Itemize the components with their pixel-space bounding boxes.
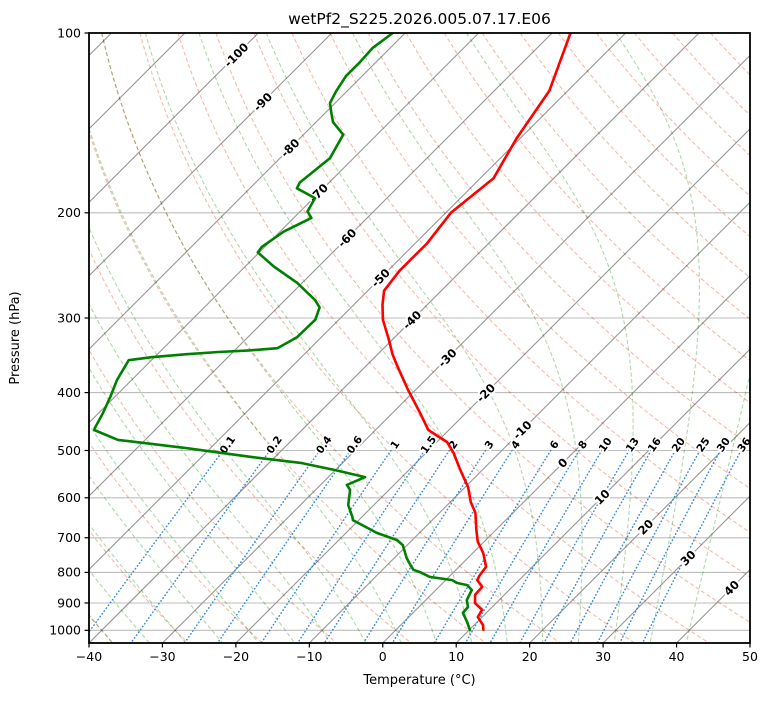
mixing-ratio-line xyxy=(597,451,700,644)
x-tick-label: 50 xyxy=(742,649,758,664)
dewpoint-curve xyxy=(94,33,472,630)
isotherm-line xyxy=(0,33,185,643)
dry-adiabat-line xyxy=(444,33,775,643)
mixing-ratio-label: 3 xyxy=(483,439,497,452)
moist-adiabat-line xyxy=(65,33,401,643)
mixing-ratio-label: 8 xyxy=(576,439,590,452)
y-tick-label: 1000 xyxy=(49,623,81,638)
y-tick-label: 900 xyxy=(57,595,81,610)
dry-adiabat-line xyxy=(26,33,411,643)
mixing-ratio-line xyxy=(434,451,550,644)
moist-adiabat-line xyxy=(0,33,259,643)
y-tick-label: 200 xyxy=(57,205,81,220)
dry-adiabat-line xyxy=(254,33,775,643)
dry-adiabat-line xyxy=(178,33,709,643)
x-axis-label: Temperature (°C) xyxy=(362,673,475,688)
isotherm-line xyxy=(162,33,772,643)
mixing-ratio-label: 20 xyxy=(670,436,688,455)
moist-adiabat-line xyxy=(33,33,366,643)
mixing-ratio-line xyxy=(570,451,675,644)
mixing-ratio-label: 30 xyxy=(715,436,733,455)
mixing-ratio-line xyxy=(324,451,449,644)
dry-adiabat-line xyxy=(102,33,560,643)
y-tick-label: 800 xyxy=(57,565,81,580)
mixing-ratio-line xyxy=(81,451,223,644)
dry-adiabat-line xyxy=(520,33,775,643)
x-tick-label: 40 xyxy=(669,649,685,664)
mixing-ratio-label: 1.5 xyxy=(419,434,440,456)
isotherm-line xyxy=(89,33,699,643)
y-tick-label: 100 xyxy=(57,25,81,40)
isotherm-line xyxy=(309,33,775,643)
x-tick-label: 10 xyxy=(448,649,464,664)
pressure-gridlines xyxy=(89,33,750,630)
plot-area: -100-90-80-70-60-50-40-30-20-10010203040… xyxy=(0,33,775,643)
mixing-ratio-line xyxy=(218,451,351,644)
x-tick-label: 20 xyxy=(522,649,538,664)
y-tick-label: 400 xyxy=(57,385,81,400)
isotherm-line xyxy=(0,33,332,643)
mixing-ratio-label: 10 xyxy=(597,436,615,455)
dry-adiabat-line xyxy=(406,33,775,643)
mixing-ratio-line xyxy=(465,451,579,644)
y-tick-label: 600 xyxy=(57,490,81,505)
isotherm-line xyxy=(530,33,775,643)
moist-adiabat-line xyxy=(102,33,437,643)
mixing-ratio-line xyxy=(544,451,651,644)
mixing-ratio-line xyxy=(643,451,742,644)
isotherm-line xyxy=(0,33,552,643)
isotherm-line xyxy=(750,33,775,643)
x-tick-label: 30 xyxy=(595,649,611,664)
y-axis-label: Pressure (hPa) xyxy=(8,291,23,384)
isotherm-line xyxy=(456,33,775,643)
mixing-ratio-label: 13 xyxy=(624,436,642,455)
x-tick-label: 0 xyxy=(379,649,387,664)
chart-title: wetPf2_S225.2026.005.07.17.E06 xyxy=(288,10,551,29)
mixing-ratio-label: 0.6 xyxy=(345,434,366,456)
moist-adiabat-line xyxy=(686,33,775,643)
mixing-ratio-label: 1 xyxy=(388,439,402,452)
x-tick-label: −30 xyxy=(149,649,175,664)
dry-adiabat-line xyxy=(0,33,337,643)
dry-adiabat-line xyxy=(64,33,486,643)
dry-adiabat-line xyxy=(711,33,775,643)
moist-adiabat-line xyxy=(6,33,331,643)
x-tick-label: −20 xyxy=(223,649,249,664)
x-tick-label: −10 xyxy=(296,649,322,664)
isotherm-line xyxy=(0,33,479,643)
isotherm-line xyxy=(0,33,405,643)
mixing-ratio-label: 6 xyxy=(548,439,562,452)
y-tick-label: 300 xyxy=(57,310,81,325)
sounding-curves xyxy=(94,33,570,630)
mixing-ratio-line xyxy=(364,451,486,644)
x-tick-label: −40 xyxy=(76,649,102,664)
dry-adiabat-line xyxy=(749,33,775,643)
temperature-curve xyxy=(383,33,571,630)
dry-adiabat-line xyxy=(634,33,775,643)
y-tick-label: 500 xyxy=(57,443,81,458)
y-tick-label: 700 xyxy=(57,530,81,545)
mixing-ratio-label: 25 xyxy=(694,436,712,455)
mixing-ratio-line xyxy=(392,451,512,644)
